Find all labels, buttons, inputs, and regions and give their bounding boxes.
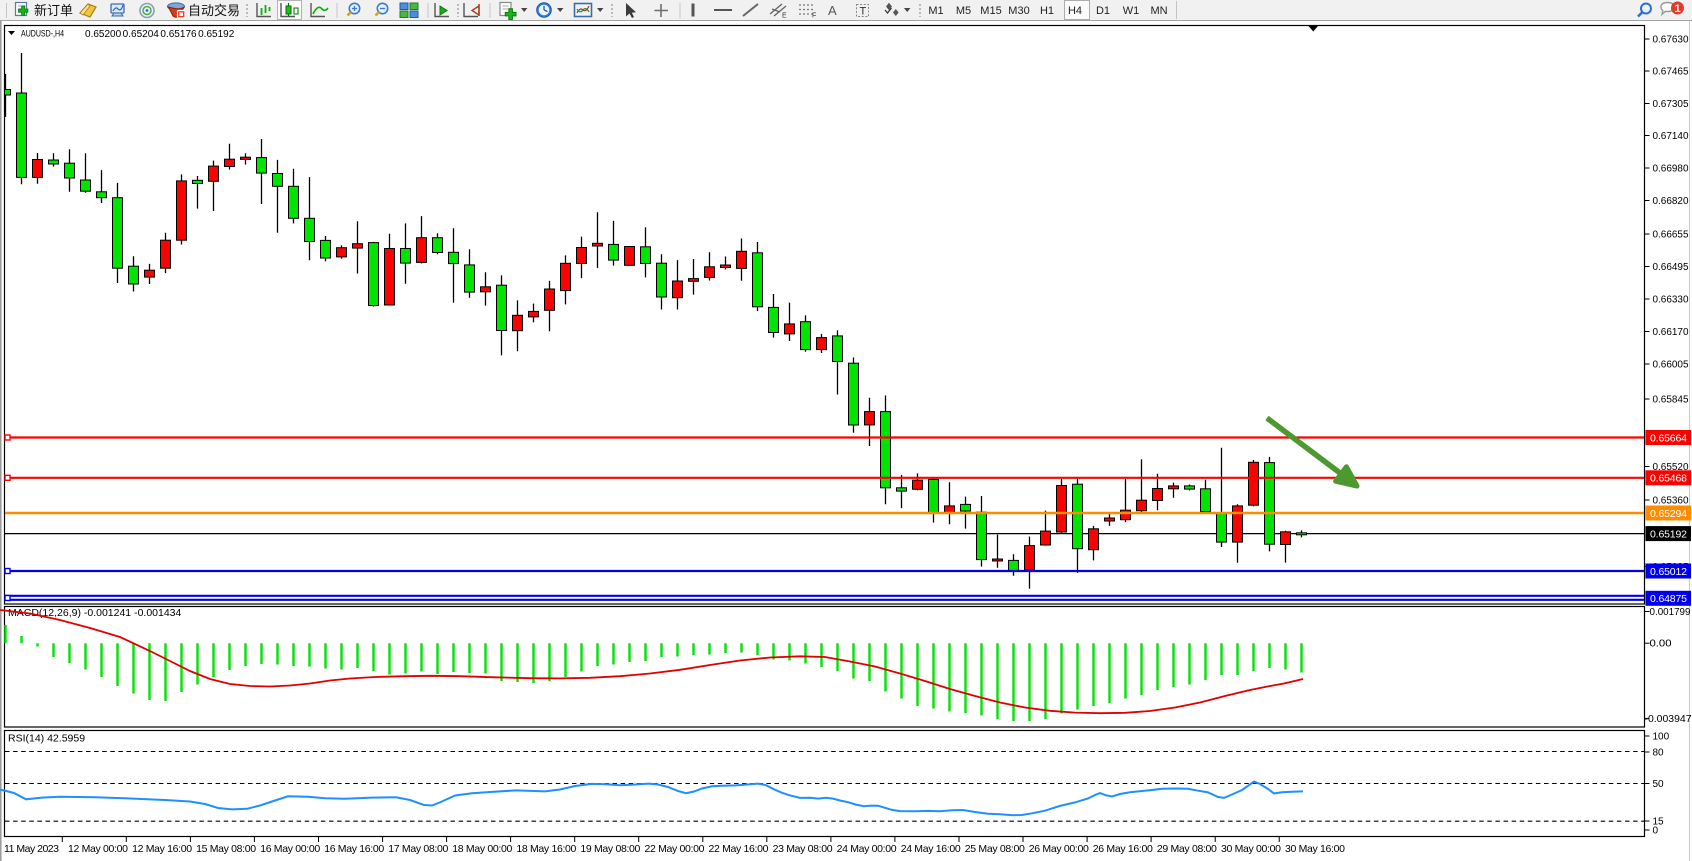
svg-text:T: T <box>860 6 867 18</box>
svg-text:0.66330: 0.66330 <box>1653 295 1689 306</box>
svg-text:D1: D1 <box>1096 5 1110 17</box>
svg-text:0.65200: 0.65200 <box>85 29 122 40</box>
svg-text:22 May 16:00: 22 May 16:00 <box>709 843 769 855</box>
svg-text:0.001799: 0.001799 <box>1650 607 1691 618</box>
svg-text:E: E <box>782 13 787 20</box>
svg-text:M15: M15 <box>980 5 1001 17</box>
svg-text:24 May 00:00: 24 May 00:00 <box>837 843 897 855</box>
svg-text:11 May 2023: 11 May 2023 <box>4 843 59 855</box>
svg-text:0.67305: 0.67305 <box>1653 99 1689 110</box>
svg-text:-0.003947: -0.003947 <box>1645 714 1692 725</box>
svg-text:12 May 16:00: 12 May 16:00 <box>132 843 192 855</box>
svg-text:0.64875: 0.64875 <box>1650 593 1687 605</box>
svg-text:0.65664: 0.65664 <box>1650 432 1687 444</box>
svg-text:1: 1 <box>1674 3 1680 15</box>
svg-text:H1: H1 <box>1040 5 1054 17</box>
svg-text:50: 50 <box>1653 779 1665 790</box>
svg-text:新订单: 新订单 <box>34 3 73 18</box>
svg-text:0.65012: 0.65012 <box>1650 566 1687 578</box>
svg-text:MACD(12,26,9) -0.001241 -0.001: MACD(12,26,9) -0.001241 -0.001434 <box>8 607 182 619</box>
svg-text:自动交易: 自动交易 <box>188 3 240 18</box>
svg-text:0.65360: 0.65360 <box>1653 496 1689 507</box>
svg-text:0.65192: 0.65192 <box>1650 528 1687 540</box>
svg-text:19 May 08:00: 19 May 08:00 <box>580 843 640 855</box>
svg-text:26 May 00:00: 26 May 00:00 <box>1029 843 1089 855</box>
svg-text:23 May 08:00: 23 May 08:00 <box>773 843 833 855</box>
svg-text:MN: MN <box>1150 5 1167 17</box>
svg-text:12 May 00:00: 12 May 00:00 <box>68 843 128 855</box>
svg-text:0.00: 0.00 <box>1650 639 1672 650</box>
svg-text:0.65192: 0.65192 <box>198 29 235 40</box>
svg-text:24 May 16:00: 24 May 16:00 <box>901 843 961 855</box>
svg-text:F: F <box>812 13 816 20</box>
svg-text:15 May 08:00: 15 May 08:00 <box>196 843 256 855</box>
svg-text:0.65294: 0.65294 <box>1650 508 1687 520</box>
svg-text:25 May 08:00: 25 May 08:00 <box>965 843 1025 855</box>
svg-text:0.65204: 0.65204 <box>123 29 160 40</box>
svg-text:0.66980: 0.66980 <box>1653 164 1689 175</box>
svg-text:0.65520: 0.65520 <box>1653 462 1689 473</box>
svg-text:0.65468: 0.65468 <box>1650 473 1687 485</box>
svg-text:0.66170: 0.66170 <box>1653 327 1689 338</box>
svg-text:26 May 16:00: 26 May 16:00 <box>1093 843 1153 855</box>
svg-text:0.66655: 0.66655 <box>1653 230 1689 241</box>
svg-text:18 May 00:00: 18 May 00:00 <box>452 843 512 855</box>
svg-text:0.65176: 0.65176 <box>160 29 197 40</box>
svg-text:16 May 16:00: 16 May 16:00 <box>324 843 384 855</box>
svg-text:0.67140: 0.67140 <box>1653 131 1689 142</box>
svg-text:M5: M5 <box>956 5 971 17</box>
svg-text:29 May 08:00: 29 May 08:00 <box>1157 843 1217 855</box>
svg-text:AUDUSD-,H4: AUDUSD-,H4 <box>21 29 64 40</box>
svg-text:W1: W1 <box>1123 5 1140 17</box>
svg-text:H4: H4 <box>1068 5 1082 17</box>
svg-text:100: 100 <box>1653 732 1670 743</box>
svg-text:0.66820: 0.66820 <box>1653 196 1689 207</box>
svg-text:M30: M30 <box>1008 5 1029 17</box>
svg-text:RSI(14) 42.5959: RSI(14) 42.5959 <box>8 733 85 745</box>
svg-text:15: 15 <box>1653 817 1665 828</box>
svg-text:0.67465: 0.67465 <box>1653 67 1689 78</box>
svg-text:0.66495: 0.66495 <box>1653 262 1689 273</box>
svg-text:30 May 00:00: 30 May 00:00 <box>1221 843 1281 855</box>
svg-text:17 May 08:00: 17 May 08:00 <box>388 843 448 855</box>
svg-text:80: 80 <box>1653 748 1665 759</box>
svg-text:16 May 00:00: 16 May 00:00 <box>260 843 320 855</box>
svg-text:A: A <box>828 3 837 18</box>
svg-text:18 May 16:00: 18 May 16:00 <box>516 843 576 855</box>
svg-text:0.65845: 0.65845 <box>1653 395 1689 406</box>
svg-text:M1: M1 <box>928 5 943 17</box>
svg-text:0.67630: 0.67630 <box>1653 35 1689 46</box>
svg-text:22 May 00:00: 22 May 00:00 <box>645 843 705 855</box>
svg-text:30 May 16:00: 30 May 16:00 <box>1285 843 1345 855</box>
svg-text:0: 0 <box>1653 826 1659 837</box>
svg-text:0.66005: 0.66005 <box>1653 360 1689 371</box>
